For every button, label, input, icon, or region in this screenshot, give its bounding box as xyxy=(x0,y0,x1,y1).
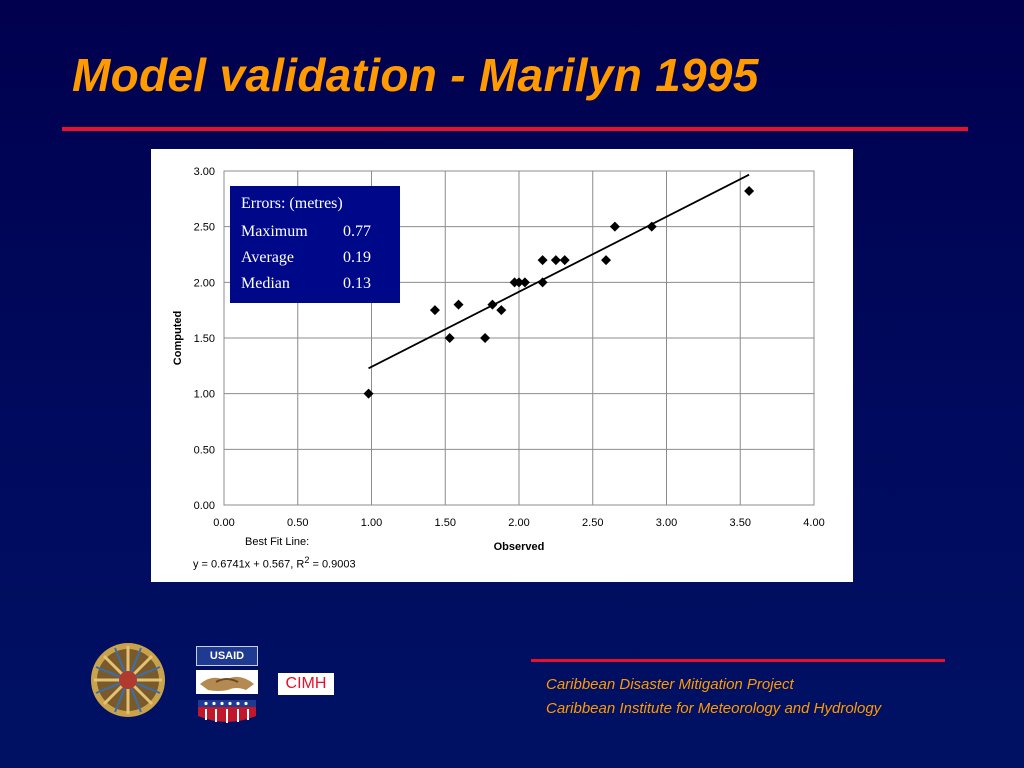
x-tick-label: 3.00 xyxy=(656,517,677,529)
data-point xyxy=(453,299,464,310)
data-point xyxy=(363,388,374,399)
y-tick-label: 2.50 xyxy=(194,222,215,234)
x-tick-label: 2.00 xyxy=(508,517,529,529)
handshake-icon xyxy=(196,670,258,723)
stats-value: 0.13 xyxy=(343,275,371,292)
usaid-banner: USAID xyxy=(196,646,258,666)
footer-institute-name: Caribbean Institute for Meteorology and … xyxy=(546,700,882,717)
y-tick-label: 1.50 xyxy=(194,333,215,345)
stats-row-average: Average 0.19 xyxy=(241,243,400,269)
title-divider xyxy=(62,127,968,131)
best-fit-line xyxy=(368,173,750,370)
equation-superscript: 2 xyxy=(304,555,310,565)
data-point xyxy=(537,255,548,266)
best-fit-caption: Best Fit Line: y = 0.6741x + 0.567, R2 =… xyxy=(193,535,493,573)
oas-logo-icon xyxy=(91,643,165,717)
equation-text: y = 0.6741x + 0.567, R xyxy=(193,558,305,571)
x-tick-label: 1.50 xyxy=(435,517,456,529)
x-tick-label: 0.50 xyxy=(287,517,308,529)
x-axis-title: Observed xyxy=(494,541,545,553)
data-point xyxy=(744,186,755,197)
data-point xyxy=(496,305,507,316)
footer-project-name: Caribbean Disaster Mitigation Project xyxy=(546,676,794,693)
stats-value: 0.77 xyxy=(343,223,371,240)
y-axis-title: Computed xyxy=(172,311,184,365)
stats-label: Average xyxy=(241,249,294,266)
data-point xyxy=(514,277,524,288)
equation-tail: = 0.9003 xyxy=(309,558,356,571)
x-tick-label: 1.00 xyxy=(361,517,382,529)
data-point xyxy=(609,221,620,232)
x-tick-label: 4.00 xyxy=(803,517,824,529)
error-stats-box: Errors: (metres) Maximum 0.77 Average 0.… xyxy=(230,186,400,303)
y-tick-label: 3.00 xyxy=(194,166,215,178)
data-point xyxy=(480,333,491,343)
stats-label: Median xyxy=(241,275,290,292)
y-tick-label: 2.00 xyxy=(194,277,215,289)
slide-title: Model validation - Marilyn 1995 xyxy=(72,49,759,101)
data-point xyxy=(487,299,498,310)
x-tick-label: 3.50 xyxy=(730,517,751,529)
x-tick-label: 2.50 xyxy=(582,517,603,529)
stats-row-maximum: Maximum 0.77 xyxy=(241,217,400,243)
data-point xyxy=(519,277,530,288)
data-point xyxy=(444,333,455,343)
stats-value: 0.19 xyxy=(343,249,371,266)
data-point xyxy=(646,221,657,232)
data-point xyxy=(429,305,440,316)
usaid-logo: USAID xyxy=(196,646,258,728)
x-tick-label: 0.00 xyxy=(213,517,234,529)
y-tick-label: 0.50 xyxy=(194,444,215,456)
footer-divider xyxy=(531,659,945,662)
cimh-logo: CIMH xyxy=(278,673,334,695)
data-point xyxy=(559,255,570,266)
data-point xyxy=(537,277,548,288)
best-fit-equation: y = 0.6741x + 0.567, R2 = 0.9003 xyxy=(193,553,493,573)
scatter-chart: 0.00 0.50 1.00 1.50 2.00 2.50 3.00 3.50 4.00 0.00… xyxy=(151,149,853,582)
stats-row-median: Median 0.13 xyxy=(241,269,400,295)
data-point xyxy=(601,255,612,266)
stats-heading: Errors: (metres) xyxy=(241,195,343,212)
y-tick-label: 0.00 xyxy=(194,500,215,512)
best-fit-label: Best Fit Line: xyxy=(245,536,310,548)
y-tick-label: 1.00 xyxy=(194,389,215,401)
stats-label: Maximum xyxy=(241,223,308,240)
